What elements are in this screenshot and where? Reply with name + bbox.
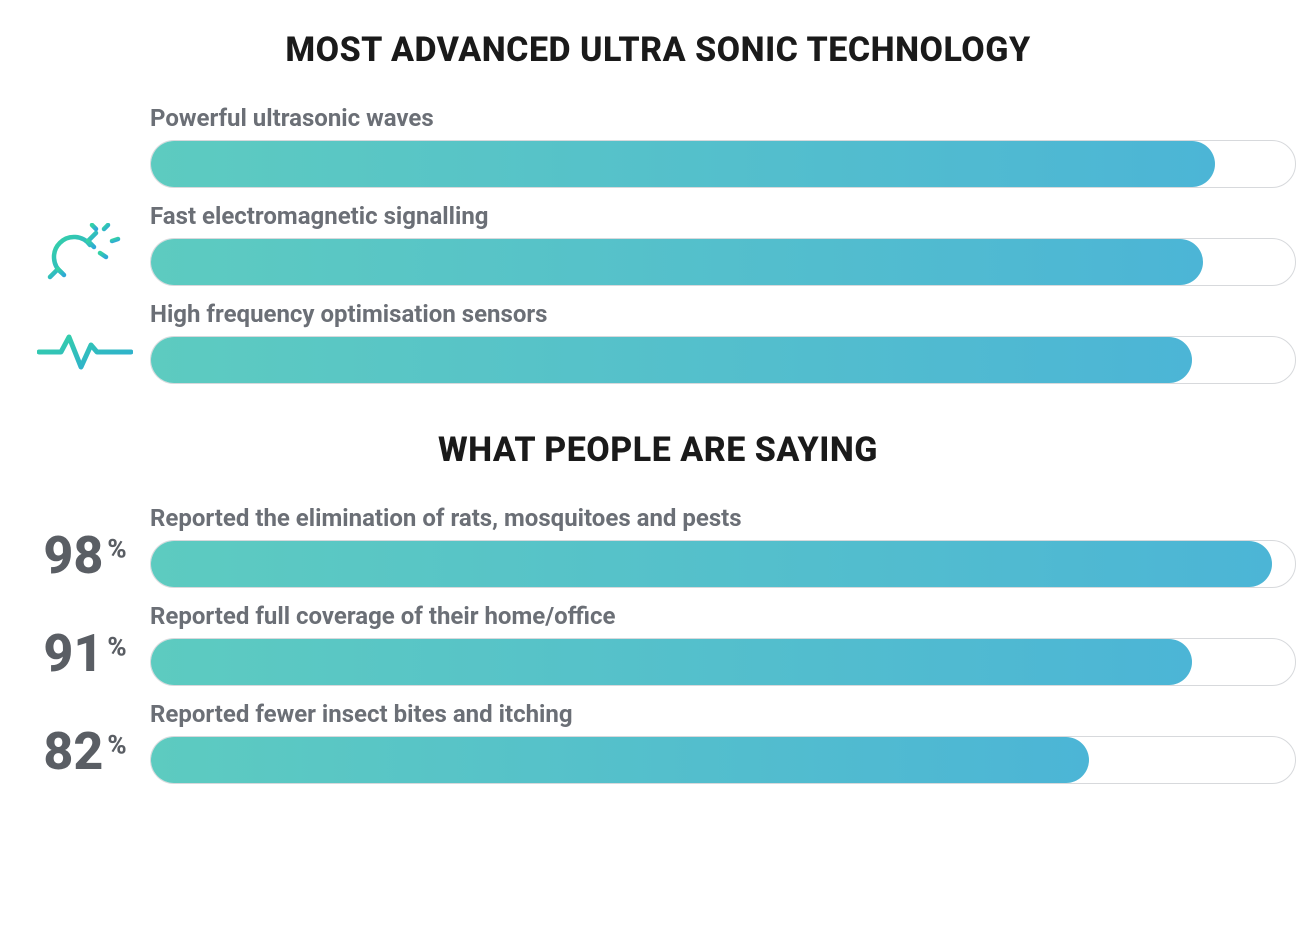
section1-title: MOST ADVANCED ULTRA SONIC TECHNOLOGY (20, 30, 1296, 70)
bar-fill (151, 239, 1203, 285)
bar-fill (151, 541, 1272, 587)
section2-row: 82 % Reported fewer insect bites and itc… (20, 700, 1296, 784)
pct-value: 98 (43, 530, 103, 582)
section1-row: Fast electromagnetic signalling (20, 202, 1296, 286)
pct-value: 82 (43, 726, 103, 778)
item-label: Reported the elimination of rats, mosqui… (150, 504, 1296, 532)
section2-row: 98 % Reported the elimination of rats, m… (20, 504, 1296, 588)
bar-fill (151, 141, 1215, 187)
pct-display: 91 % (20, 624, 150, 684)
bar-track (150, 238, 1296, 286)
bar-track (150, 140, 1296, 188)
pct-symbol: % (107, 730, 126, 760)
pct-display: 82 % (20, 722, 150, 782)
bar-track (150, 736, 1296, 784)
magnet-icon (20, 224, 150, 284)
section2-row: 91 % Reported full coverage of their hom… (20, 602, 1296, 686)
pct-value: 91 (43, 628, 103, 680)
pct-symbol: % (107, 534, 126, 564)
waves-icon (20, 126, 150, 186)
bar-track (150, 540, 1296, 588)
item-label: High frequency optimisation sensors (150, 300, 1296, 328)
section2-title: WHAT PEOPLE ARE SAYING (20, 430, 1296, 470)
item-label: Fast electromagnetic signalling (150, 202, 1296, 230)
section1-row: High frequency optimisation sensors (20, 300, 1296, 384)
bar-track (150, 336, 1296, 384)
bar-track (150, 638, 1296, 686)
pct-symbol: % (107, 632, 126, 662)
item-label: Powerful ultrasonic waves (150, 104, 1296, 132)
bar-fill (151, 737, 1089, 783)
item-label: Reported full coverage of their home/off… (150, 602, 1296, 630)
section1-row: Powerful ultrasonic waves (20, 104, 1296, 188)
item-label: Reported fewer insect bites and itching (150, 700, 1296, 728)
pulse-icon (20, 322, 150, 382)
bar-fill (151, 337, 1192, 383)
pct-display: 98 % (20, 526, 150, 586)
bar-fill (151, 639, 1192, 685)
